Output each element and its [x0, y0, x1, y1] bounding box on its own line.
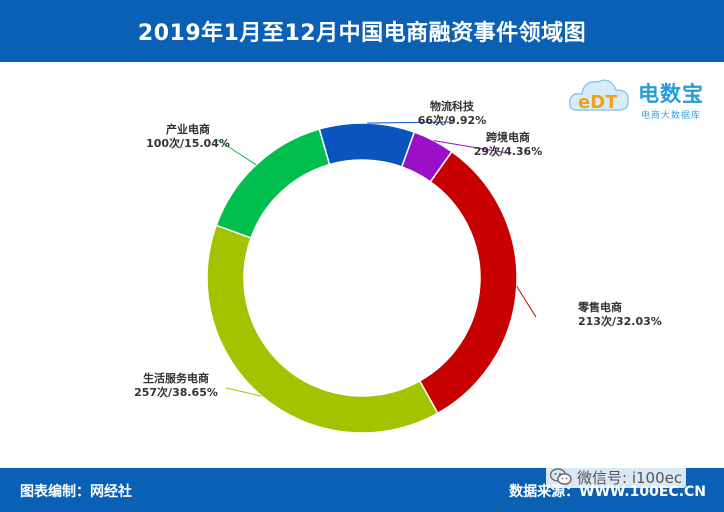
wechat-watermark: 微信号: i100ec — [546, 466, 687, 488]
slice-0 — [318, 122, 416, 168]
logo-badge: eDT — [578, 92, 618, 113]
slice-2 — [418, 150, 518, 415]
slice-3 — [206, 224, 439, 434]
leader-line-1 — [433, 140, 509, 154]
leader-line-4 — [217, 139, 257, 166]
edt-logo-icon: eDT — [568, 79, 629, 113]
slice-label-name-1: 跨境电商 — [486, 130, 530, 144]
slice-label-value-2: 213次/32.03% — [578, 314, 662, 328]
footer-source: 数据来源：WWW.100EC.CN — [509, 484, 706, 500]
leader-line-0 — [367, 121, 453, 124]
footer-bar: 图表编制：网经社 数据来源：WWW.100EC.CN — [0, 468, 724, 512]
footer-credit: 图表编制：网经社 — [20, 484, 132, 500]
chart-title: 2019年1月至12月中国电商融资事件领域图 — [0, 0, 724, 62]
wechat-id: 微信号: i100ec — [577, 468, 683, 487]
slice-label-value-4: 100次/15.04% — [146, 136, 230, 150]
wechat-icon — [550, 468, 572, 485]
slice-label-name-4: 产业电商 — [166, 122, 210, 136]
logo-text: 电数宝 — [638, 82, 704, 106]
slice-label-value-0: 66次/9.92% — [418, 113, 487, 127]
leader-line-2 — [516, 286, 537, 318]
slice-label-name-0: 物流科技 — [430, 99, 475, 113]
slice-label-value-3: 257次/38.65% — [134, 385, 218, 399]
slice-4 — [215, 128, 331, 239]
logo-subtitle: 电商大数据库 — [641, 111, 702, 121]
slice-label-value-1: 29次/4.36% — [474, 144, 543, 158]
leader-line-3 — [225, 387, 262, 397]
slice-label-name-2: 零售电商 — [577, 300, 622, 314]
slice-label-name-3: 生活服务电商 — [143, 371, 209, 385]
